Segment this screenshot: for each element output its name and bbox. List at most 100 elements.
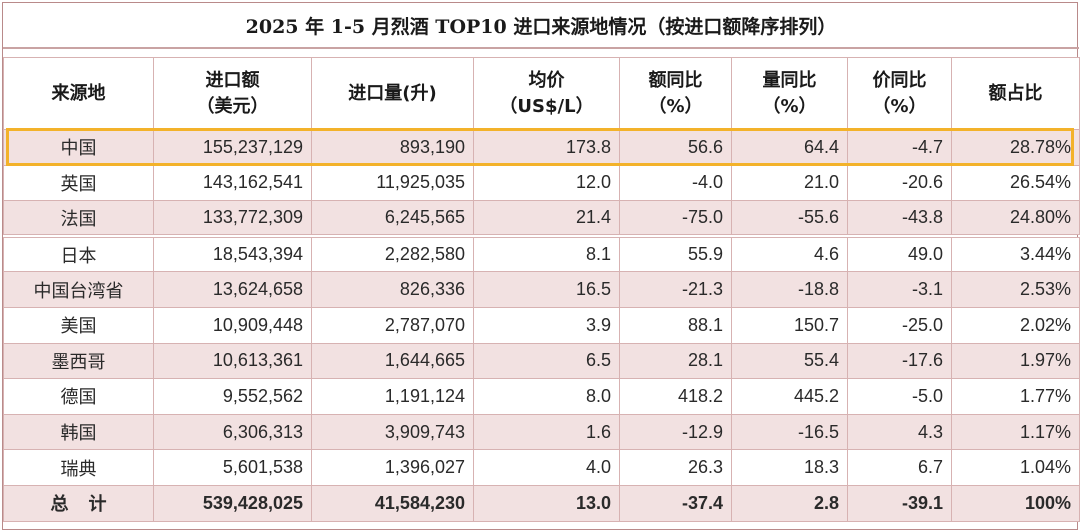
cell-origin: 日本 (3, 234, 154, 273)
table-row: 法国 133,772,309 6,245,565 21.4 -75.0 -55.… (3, 200, 1080, 237)
cell-volume-yoy: -16.5 (731, 413, 848, 451)
cell-volume: 2,787,070 (311, 306, 474, 344)
cell-value: 10,613,361 (153, 342, 312, 380)
cell-avg-price: 1.6 (473, 413, 620, 451)
cell-volume-yoy: 4.6 (731, 234, 848, 273)
cell-value-yoy: 418.2 (619, 378, 732, 415)
table-row: 日本 18,543,394 2,282,580 8.1 55.9 4.6 49.… (3, 234, 1080, 273)
header-row: 来源地 进口额 （美元） 进口量(升) 均价 （US$/L） 额同比 （%） 量同比（… (3, 57, 1080, 130)
header-value-share: 额占比 (951, 57, 1080, 130)
cell-price-yoy: -25.0 (847, 306, 952, 344)
cell-avg-price: 8.1 (473, 234, 620, 273)
cell-total-avg-price: 13.0 (473, 484, 620, 522)
cell-volume-yoy: -55.6 (731, 200, 848, 237)
cell-volume-yoy: 21.0 (731, 164, 848, 202)
table-row: 中国 155,237,129 893,190 173.8 56.6 64.4 -… (3, 129, 1080, 166)
table-row: 美国 10,909,448 2,787,070 3.9 88.1 150.7 -… (3, 306, 1080, 344)
table-row: 英国 143,162,541 11,925,035 12.0 -4.0 21.0… (3, 164, 1080, 202)
table-title: 2025 年 1-5 月烈酒 TOP10 进口来源地情况（按进口额降序排列） (3, 3, 1079, 49)
cell-total-share: 100% (951, 484, 1080, 522)
cell-volume: 826,336 (311, 271, 474, 308)
cell-value-yoy: 56.6 (619, 129, 732, 166)
cell-share: 2.53% (951, 271, 1080, 308)
cell-value-yoy: -75.0 (619, 200, 732, 237)
cell-value: 5,601,538 (153, 449, 312, 486)
cell-avg-price: 6.5 (473, 342, 620, 380)
table-row: 瑞典 5,601,538 1,396,027 4.0 26.3 18.3 6.7… (3, 449, 1080, 486)
cell-volume: 893,190 (311, 129, 474, 166)
cell-value: 10,909,448 (153, 306, 312, 344)
cell-volume-yoy: 64.4 (731, 129, 848, 166)
cell-origin: 韩国 (3, 413, 154, 451)
cell-volume: 2,282,580 (311, 234, 474, 273)
cell-value-yoy: -4.0 (619, 164, 732, 202)
cell-value: 133,772,309 (153, 200, 312, 237)
cell-share: 3.44% (951, 234, 1080, 273)
cell-volume: 1,191,124 (311, 378, 474, 415)
cell-origin: 英国 (3, 164, 154, 202)
table-row: 墨西哥 10,613,361 1,644,665 6.5 28.1 55.4 -… (3, 342, 1080, 380)
cell-share: 2.02% (951, 306, 1080, 344)
cell-total-label: 总 计 (3, 484, 154, 522)
cell-volume-yoy: 150.7 (731, 306, 848, 344)
cell-avg-price: 4.0 (473, 449, 620, 486)
cell-volume: 3,909,743 (311, 413, 474, 451)
cell-price-yoy: -4.7 (847, 129, 952, 166)
cell-origin: 中国 (3, 129, 154, 166)
cell-origin: 法国 (3, 200, 154, 237)
cell-share: 1.04% (951, 449, 1080, 486)
cell-value: 143,162,541 (153, 164, 312, 202)
header-import-volume: 进口量(升) (311, 57, 474, 130)
cell-value: 9,552,562 (153, 378, 312, 415)
table-row: 韩国 6,306,313 3,909,743 1.6 -12.9 -16.5 4… (3, 413, 1080, 451)
table-row: 中国台湾省 13,624,658 826,336 16.5 -21.3 -18.… (3, 271, 1080, 308)
cell-volume-yoy: 18.3 (731, 449, 848, 486)
cell-origin: 瑞典 (3, 449, 154, 486)
cell-avg-price: 8.0 (473, 378, 620, 415)
cell-value: 6,306,313 (153, 413, 312, 451)
header-avg-price: 均价 （US$/L） (473, 57, 620, 130)
header-origin: 来源地 (3, 57, 154, 130)
cell-price-yoy: 49.0 (847, 234, 952, 273)
cell-avg-price: 173.8 (473, 129, 620, 166)
cell-volume-yoy: -18.8 (731, 271, 848, 308)
cell-origin: 美国 (3, 306, 154, 344)
cell-origin: 墨西哥 (3, 342, 154, 380)
cell-value: 155,237,129 (153, 129, 312, 166)
cell-total-volume-yoy: 2.8 (731, 484, 848, 522)
header-value-yoy: 额同比 （%） (619, 57, 732, 130)
cell-price-yoy: -17.6 (847, 342, 952, 380)
cell-share: 26.54% (951, 164, 1080, 202)
cell-volume: 11,925,035 (311, 164, 474, 202)
header-import-value: 进口额 （美元） (153, 57, 312, 130)
cell-price-yoy: -43.8 (847, 200, 952, 237)
cell-volume: 1,396,027 (311, 449, 474, 486)
cell-price-yoy: -3.1 (847, 271, 952, 308)
cell-value-yoy: 28.1 (619, 342, 732, 380)
cell-value-yoy: 26.3 (619, 449, 732, 486)
cell-volume-yoy: 55.4 (731, 342, 848, 380)
cell-share: 1.97% (951, 342, 1080, 380)
cell-volume: 1,644,665 (311, 342, 474, 380)
cell-value-yoy: 88.1 (619, 306, 732, 344)
cell-total-volume: 41,584,230 (311, 484, 474, 522)
cell-total-price-yoy: -39.1 (847, 484, 952, 522)
cell-origin: 中国台湾省 (3, 271, 154, 308)
cell-total-value: 539,428,025 (153, 484, 312, 522)
cell-total-value-yoy: -37.4 (619, 484, 732, 522)
cell-share: 28.78% (951, 129, 1080, 166)
cell-avg-price: 12.0 (473, 164, 620, 202)
cell-price-yoy: 4.3 (847, 413, 952, 451)
cell-value-yoy: -21.3 (619, 271, 732, 308)
header-volume-yoy: 量同比 （%） (731, 57, 848, 130)
cell-value: 18,543,394 (153, 234, 312, 273)
cell-share: 24.80% (951, 200, 1080, 237)
cell-price-yoy: 6.7 (847, 449, 952, 486)
spirits-import-table: 来源地 进口额 （美元） 进口量(升) 均价 （US$/L） 额同比 （%） 量同比（… (3, 57, 1080, 522)
cell-value: 13,624,658 (153, 271, 312, 308)
cell-volume-yoy: 445.2 (731, 378, 848, 415)
cell-price-yoy: -5.0 (847, 378, 952, 415)
header-price-yoy: 价同比 （%） (847, 57, 952, 130)
cell-origin: 德国 (3, 378, 154, 415)
cell-avg-price: 21.4 (473, 200, 620, 237)
